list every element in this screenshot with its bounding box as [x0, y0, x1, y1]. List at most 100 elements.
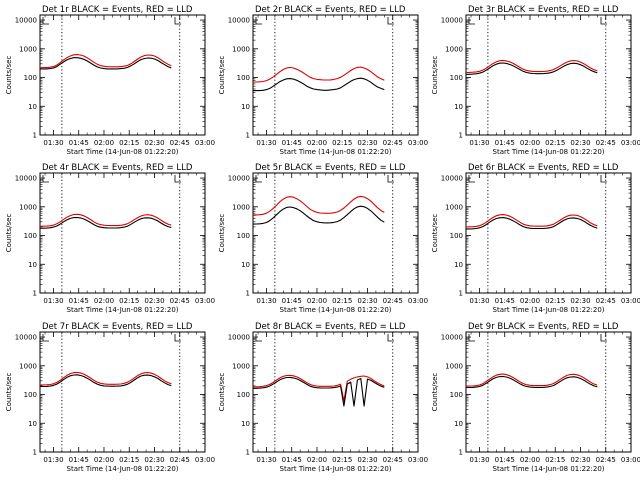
- x-tick-label: 01:30: [469, 456, 489, 464]
- x-tick-label: 02:00: [94, 297, 114, 305]
- x-axis-label: Start Time (14-Jun-08 01:22:20): [67, 465, 179, 473]
- y-tick-label: 10000: [441, 334, 463, 342]
- y-tick-label: 10000: [228, 17, 250, 25]
- plot-frame: [39, 14, 206, 136]
- y-tick-label: 10000: [228, 334, 250, 342]
- x-tick-label: 03:00: [408, 297, 428, 305]
- y-tick-label: 1000: [445, 203, 463, 211]
- y-tick-label: 10: [241, 103, 250, 111]
- series-line-events: [466, 217, 598, 230]
- y-tick-label: 100: [450, 74, 463, 82]
- series-line-events: [40, 216, 172, 229]
- x-tick-label: 02:30: [357, 456, 377, 464]
- corner-marker-left: [255, 334, 262, 342]
- series-line-lld: [39, 371, 172, 386]
- chart-title: Det 3r BLACK = Events, RED = LLD: [468, 5, 619, 15]
- x-tick-label: 02:00: [94, 139, 114, 147]
- y-tick-label: 1: [246, 132, 250, 140]
- series-line-events: [466, 62, 598, 75]
- x-tick-label: 03:00: [195, 297, 215, 305]
- series-line-events: [252, 205, 385, 225]
- x-tick-label: 02:00: [94, 456, 114, 464]
- plot-frame: [465, 14, 632, 136]
- x-tick-label: 02:15: [545, 139, 565, 147]
- chart-panel-3: Det 3r BLACK = Events, RED = LLD 1 10 100 10…: [431, 5, 640, 156]
- x-tick-label: 02:15: [119, 456, 139, 464]
- x-tick-label: 02:30: [144, 297, 164, 305]
- x-tick-label: 01:45: [282, 456, 302, 464]
- x-tick-label: 02:00: [307, 456, 327, 464]
- y-tick-label: 1: [33, 132, 37, 140]
- corner-marker-right: [600, 334, 607, 342]
- x-tick-label: 02:45: [596, 297, 616, 305]
- plot-frame: [252, 172, 419, 294]
- series-line-events: [253, 376, 385, 407]
- chart-panel-2: Det 2r BLACK = Events, RED = LLD 1 10 100 10…: [218, 5, 428, 156]
- y-tick-label: 1: [246, 290, 250, 298]
- x-tick-label: 01:30: [469, 139, 489, 147]
- x-tick-label: 02:00: [307, 297, 327, 305]
- series-line-lld: [253, 66, 385, 83]
- x-tick-label: 01:30: [469, 297, 489, 305]
- corner-marker-left: [255, 175, 262, 183]
- y-axis-label: Counts/sec: [5, 214, 13, 253]
- corner-marker-left: [255, 17, 262, 25]
- corner-marker-left: [468, 334, 475, 342]
- x-tick-label: 02:30: [144, 456, 164, 464]
- y-tick-label: 10000: [15, 175, 37, 183]
- plot-frame: [39, 172, 206, 294]
- x-tick-label: 02:00: [520, 139, 540, 147]
- y-tick-label: 100: [24, 74, 37, 82]
- y-tick-label: 10: [28, 261, 37, 269]
- y-axis-label: Counts/sec: [218, 56, 226, 95]
- x-axis-label: Start Time (14-Jun-08 01:22:20): [67, 148, 179, 156]
- y-tick-label: 10: [454, 103, 463, 111]
- x-tick-label: 02:15: [545, 456, 565, 464]
- x-tick-label: 02:15: [332, 297, 352, 305]
- y-tick-label: 1000: [445, 45, 463, 53]
- x-tick-label: 02:45: [596, 139, 616, 147]
- chart-title: Det 7r BLACK = Events, RED = LLD: [42, 322, 193, 332]
- x-tick-label: 02:00: [307, 139, 327, 147]
- corner-marker-left: [42, 175, 49, 183]
- y-tick-label: 10: [28, 420, 37, 428]
- y-tick-label: 1000: [445, 362, 463, 370]
- y-tick-label: 10000: [15, 334, 37, 342]
- x-tick-label: 01:45: [495, 139, 515, 147]
- chart-title: Det 1r BLACK = Events, RED = LLD: [42, 5, 193, 15]
- chart-title: Det 9r BLACK = Events, RED = LLD: [468, 322, 619, 332]
- x-axis-label: Start Time (14-Jun-08 01:22:20): [67, 306, 179, 314]
- y-tick-label: 1: [246, 449, 250, 457]
- y-tick-label: 10: [454, 261, 463, 269]
- x-axis-label: Start Time (14-Jun-08 01:22:20): [280, 148, 392, 156]
- chart-panel-7: Det 7r BLACK = Events, RED = LLD 1 10 100 10…: [5, 322, 215, 473]
- series-line-lld: [465, 214, 598, 228]
- x-tick-label: 02:30: [570, 297, 590, 305]
- chart-panel-4: Det 4r BLACK = Events, RED = LLD 1 10 100 10…: [5, 163, 215, 314]
- series-line-lld: [252, 195, 385, 216]
- y-tick-label: 1000: [232, 362, 250, 370]
- chart-title: Det 6r BLACK = Events, RED = LLD: [468, 163, 619, 173]
- x-tick-label: 02:45: [383, 139, 403, 147]
- y-tick-label: 10000: [228, 175, 250, 183]
- y-axis-label: Counts/sec: [431, 56, 439, 95]
- series-line-events: [40, 57, 172, 70]
- x-axis-label: Start Time (14-Jun-08 01:22:20): [280, 465, 392, 473]
- x-tick-label: 02:15: [332, 139, 352, 147]
- x-tick-label: 01:30: [43, 456, 63, 464]
- series-line-lld: [465, 59, 598, 74]
- y-tick-label: 100: [450, 391, 463, 399]
- x-axis-label: Start Time (14-Jun-08 01:22:20): [493, 148, 605, 156]
- x-tick-label: 02:30: [357, 139, 377, 147]
- y-tick-label: 10000: [15, 17, 37, 25]
- y-tick-label: 100: [24, 232, 37, 240]
- x-tick-label: 01:30: [43, 139, 63, 147]
- corner-marker-left: [42, 17, 49, 25]
- y-axis-label: Counts/sec: [431, 373, 439, 412]
- x-tick-label: 03:00: [195, 139, 215, 147]
- series-line-lld: [39, 54, 172, 69]
- x-tick-label: 02:00: [520, 456, 540, 464]
- x-tick-label: 01:45: [282, 297, 302, 305]
- x-axis-label: Start Time (14-Jun-08 01:22:20): [280, 306, 392, 314]
